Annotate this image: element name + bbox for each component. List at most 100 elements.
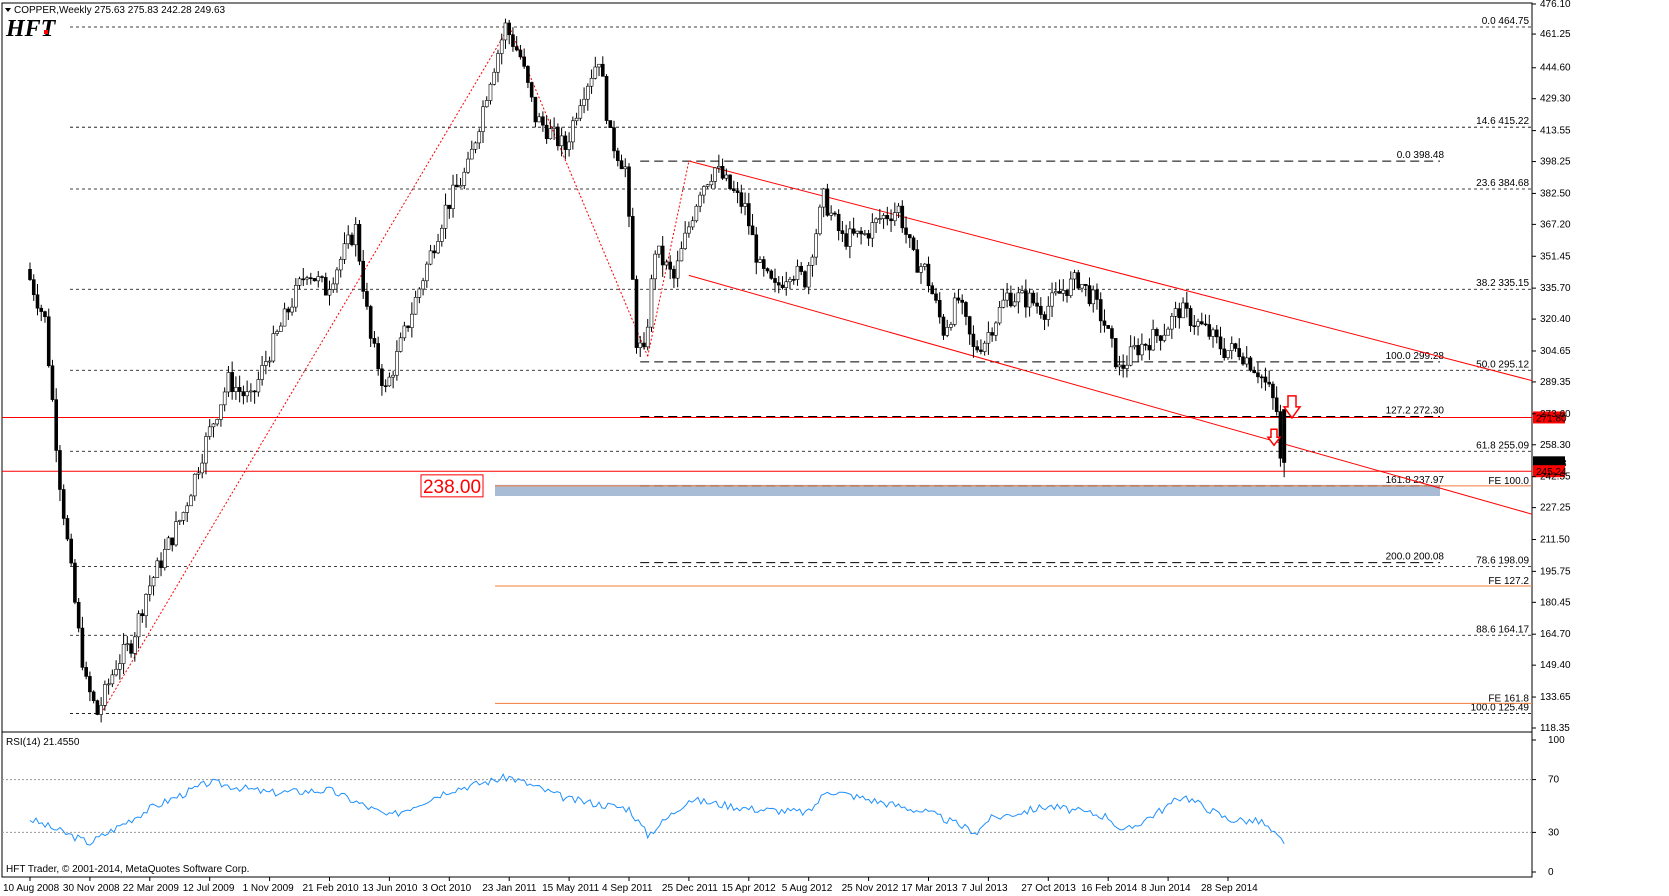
candle-body xyxy=(196,472,201,475)
candle-body xyxy=(1211,329,1215,337)
zigzag-line xyxy=(647,160,690,357)
candle-body xyxy=(840,230,845,234)
fib-minor-label: 0.0 398.48 xyxy=(1397,150,1445,161)
dropdown-triangle-icon[interactable] xyxy=(5,8,11,12)
candle-body xyxy=(1110,328,1114,339)
candle-body xyxy=(402,325,407,339)
y-tick-label: 320.40 xyxy=(1540,314,1571,325)
candle-body xyxy=(926,263,931,287)
y-tick-label: 133.65 xyxy=(1540,692,1571,703)
candle-body xyxy=(350,234,354,246)
candle-body xyxy=(204,436,208,464)
candle-body xyxy=(511,34,515,47)
candle-body xyxy=(1147,345,1152,351)
channel-line xyxy=(688,274,1533,515)
candle-body xyxy=(702,186,706,196)
down-arrow-icon xyxy=(1266,428,1282,447)
last-candle-body xyxy=(1282,409,1287,463)
candle-body xyxy=(58,450,62,490)
candle-body xyxy=(1226,350,1230,358)
candle-body xyxy=(1125,364,1129,369)
candle-body xyxy=(383,385,388,388)
candle-body xyxy=(754,234,759,263)
candle-body xyxy=(125,643,130,646)
candle-body xyxy=(425,263,429,282)
x-tick-label: 16 Feb 2014 xyxy=(1081,883,1138,894)
candle-body xyxy=(563,135,568,150)
candle-body xyxy=(1166,328,1170,336)
candle-body xyxy=(1065,290,1069,296)
candle-body xyxy=(705,184,710,187)
candle-body xyxy=(376,343,380,370)
candle-body xyxy=(282,308,287,327)
candle-body xyxy=(260,365,264,380)
candle-body xyxy=(773,278,777,283)
candle-body xyxy=(181,512,186,521)
y-tick-label: 227.25 xyxy=(1540,503,1571,514)
candle-body xyxy=(1267,381,1271,385)
candle-body xyxy=(256,379,261,393)
candle-body xyxy=(952,297,957,325)
candle-body xyxy=(114,668,118,676)
y-tick-label: 273.60 xyxy=(1540,409,1571,420)
candle-body xyxy=(739,192,744,207)
candle-body xyxy=(65,518,70,540)
fib-minor-label: 200.0 200.08 xyxy=(1386,552,1445,563)
trend-channel xyxy=(100,26,1533,714)
candle-body xyxy=(907,234,912,239)
y-tick-label: 476.10 xyxy=(1540,0,1571,10)
fib-major-label: 78.6 198.09 xyxy=(1476,556,1529,567)
candle-body xyxy=(574,117,579,122)
candle-body xyxy=(312,278,317,282)
candle-body xyxy=(821,188,826,208)
candle-body xyxy=(717,165,721,169)
candle-body xyxy=(1005,292,1009,301)
fib-major-label: 0.0 464.75 xyxy=(1482,16,1530,27)
candle-body xyxy=(1087,285,1092,305)
candle-body xyxy=(979,349,983,352)
price-axis: 476.10 461.25 444.60 429.30 413.55 398.25 382.… xyxy=(1532,0,1571,734)
candle-body xyxy=(1162,334,1167,341)
candle-body xyxy=(1259,376,1264,379)
candle-body xyxy=(922,263,927,267)
candle-body xyxy=(1102,320,1107,326)
candle-body xyxy=(140,613,145,617)
candle-body xyxy=(279,325,283,332)
candle-body xyxy=(615,150,620,161)
candle-body xyxy=(353,224,358,246)
x-tick-label: 15 Apr 2012 xyxy=(722,883,776,894)
candle-body xyxy=(215,419,219,425)
candle-body xyxy=(855,230,860,234)
candle-body xyxy=(690,220,695,228)
candle-body xyxy=(1039,305,1043,315)
candle-body xyxy=(949,324,953,328)
y-tick-label: 242.55 xyxy=(1540,472,1571,483)
candle-body xyxy=(915,249,920,273)
candle-body xyxy=(806,265,811,288)
x-tick-label: 13 Jun 2010 xyxy=(362,883,417,894)
fe-label: FE 161.8 xyxy=(1488,693,1529,704)
candle-body xyxy=(1192,325,1197,327)
candle-body xyxy=(484,100,489,108)
candle-body xyxy=(1113,338,1118,368)
candle-body xyxy=(934,293,938,301)
candle-body xyxy=(930,285,935,295)
candle-body xyxy=(335,269,339,285)
candle-body xyxy=(417,288,422,298)
candle-body xyxy=(623,166,628,170)
candle-body xyxy=(95,700,100,715)
candle-body xyxy=(612,127,616,152)
candle-body xyxy=(720,165,725,179)
candle-body xyxy=(878,218,882,220)
candle-body xyxy=(1199,321,1204,325)
candle-body xyxy=(537,116,541,123)
candle-body xyxy=(638,342,643,348)
candle-body xyxy=(1140,343,1144,356)
candle-body xyxy=(1095,289,1099,300)
candle-body xyxy=(900,205,905,229)
candle-body xyxy=(267,360,272,363)
candle-body xyxy=(630,216,635,280)
y-tick-label: 164.70 xyxy=(1540,629,1571,640)
symbol-info: COPPER,Weekly 275.63 275.83 242.28 249.6… xyxy=(14,5,226,16)
candle-body xyxy=(1136,345,1140,356)
